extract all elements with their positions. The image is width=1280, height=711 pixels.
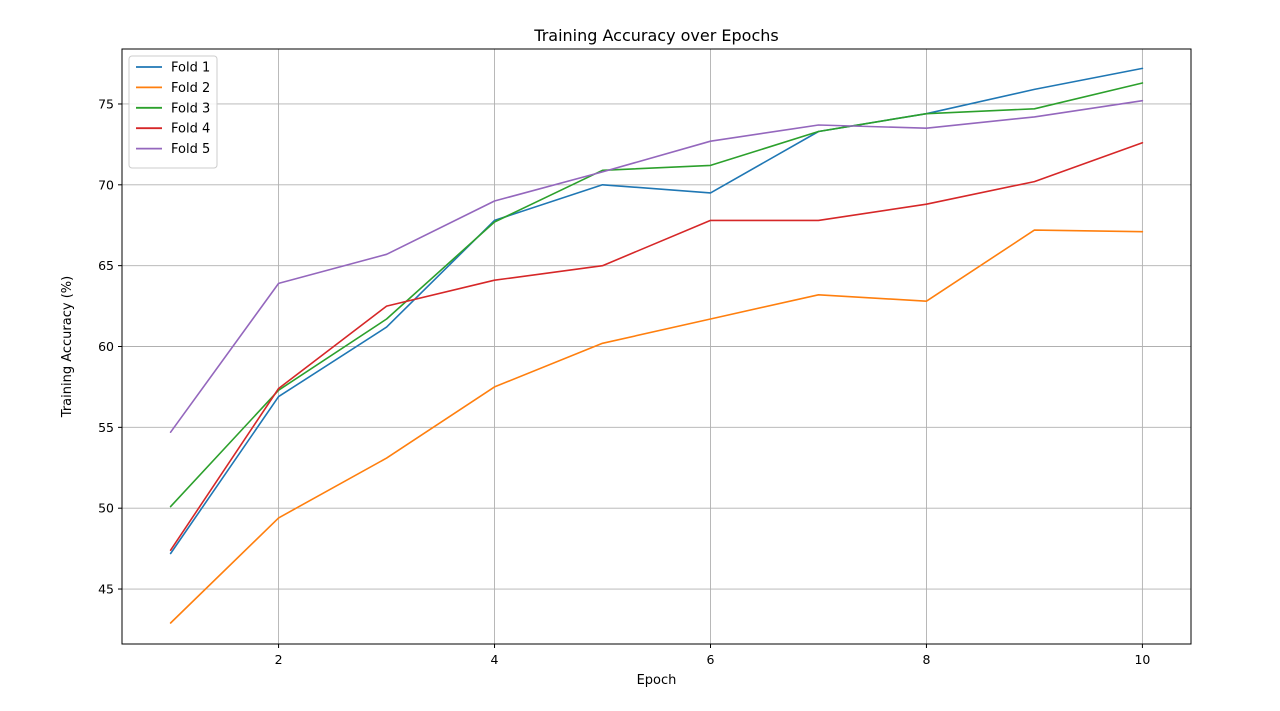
legend-label: Fold 3 (171, 101, 210, 116)
chart-title: Training Accuracy over Epochs (533, 26, 778, 45)
y-tick-label: 60 (98, 339, 114, 354)
series-line-fold-5 (169, 99, 1144, 434)
axis-ticks: 2 4 6 8 10 45 50 55 60 65 70 75 (98, 96, 1150, 667)
y-tick-label: 45 (98, 582, 114, 597)
x-axis-label: Epoch (637, 673, 677, 688)
y-tick-label: 75 (98, 96, 114, 111)
series-line-fold-2 (169, 229, 1144, 624)
legend-label: Fold 2 (171, 81, 210, 96)
legend-box (128, 55, 218, 169)
grid (122, 49, 1191, 644)
series-line-fold-4 (169, 142, 1144, 552)
legend: Fold 1 Fold 2 Fold 3 Fold 4 Fold 5 (128, 55, 218, 169)
x-tick-label: 10 (1134, 652, 1150, 667)
x-tick-label: 6 (707, 652, 715, 667)
series-line-fold-1 (169, 67, 1144, 555)
series-line-fold-3 (169, 82, 1144, 508)
series-lines (169, 67, 1144, 624)
x-tick-label: 4 (491, 652, 499, 667)
legend-label: Fold 4 (171, 122, 210, 137)
y-axis-label: Training Accuracy (%) (60, 276, 75, 418)
legend-label: Fold 1 (171, 61, 210, 76)
y-tick-label: 70 (98, 177, 114, 192)
y-tick-label: 55 (98, 420, 114, 435)
y-tick-label: 50 (98, 501, 114, 516)
legend-label: Fold 5 (171, 142, 210, 157)
x-tick-label: 2 (275, 652, 283, 667)
x-tick-label: 8 (922, 652, 930, 667)
y-tick-label: 65 (98, 258, 114, 273)
